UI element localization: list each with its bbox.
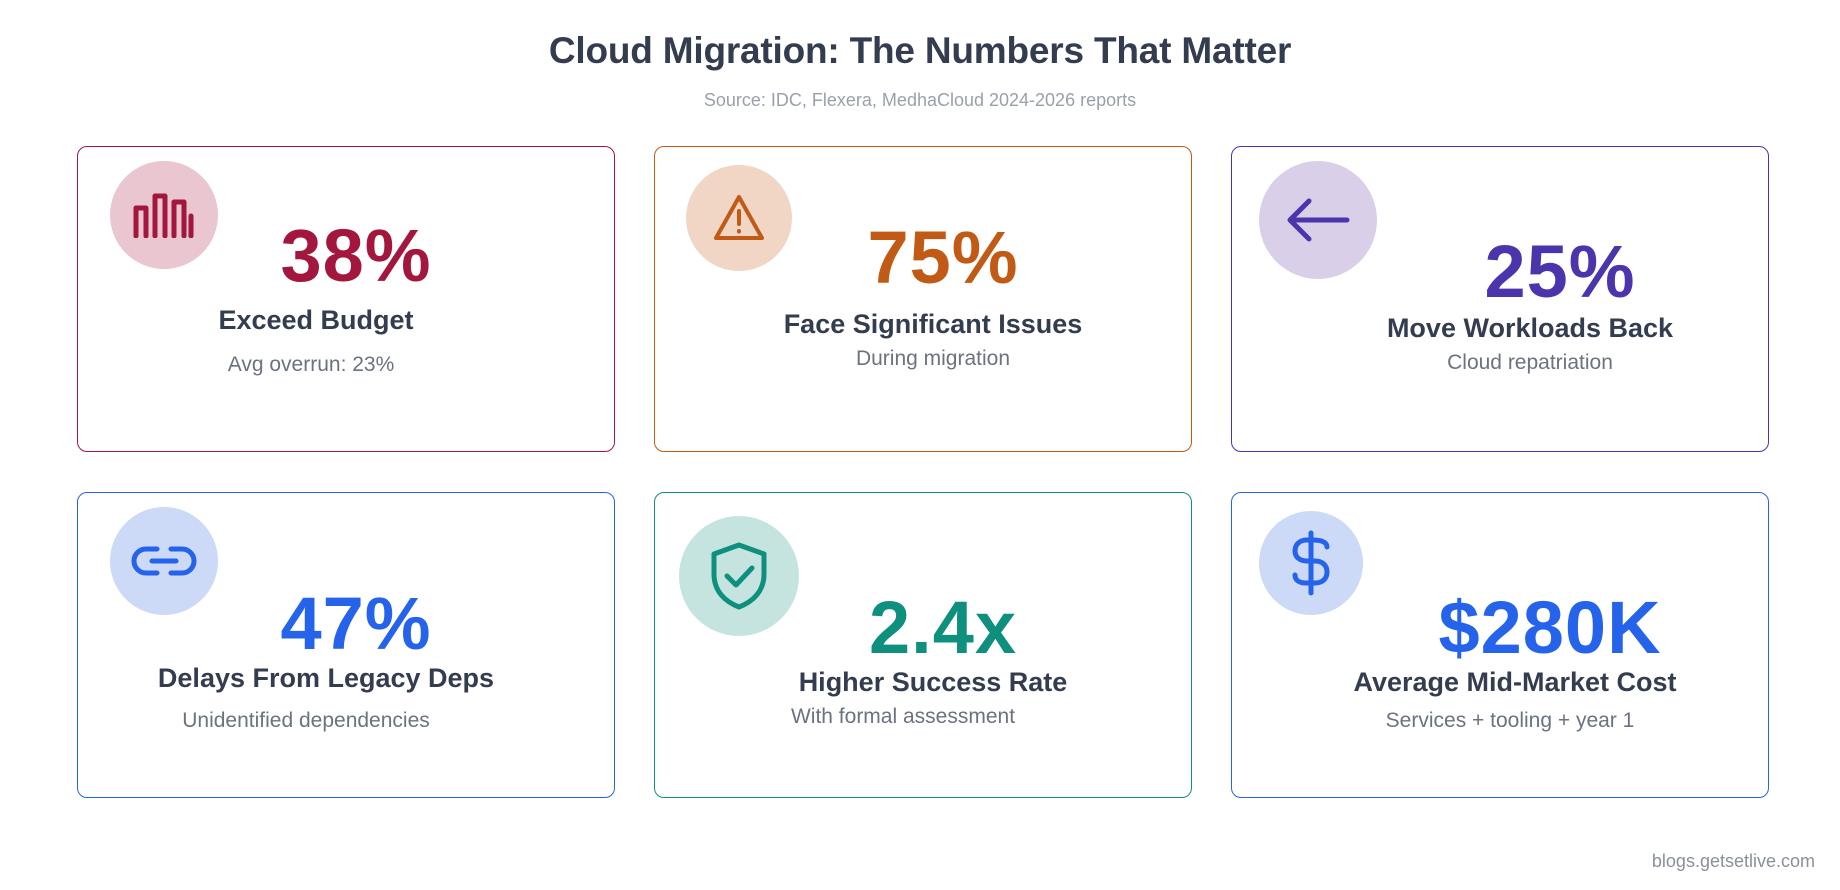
stat-label: Higher Success Rate	[798, 667, 1068, 697]
stat-card-exceed-budget: 38% Exceed Budget Avg overrun: 23%	[77, 146, 615, 452]
dollar-icon	[1259, 511, 1363, 615]
stat-label: Average Mid-Market Cost	[1353, 667, 1677, 697]
footer-url: blogs.getsetlive.com	[1651, 851, 1815, 871]
stat-description: Unidentified dependencies	[182, 709, 430, 732]
stat-label: Move Workloads Back	[1386, 313, 1674, 343]
page-title: Cloud Migration: The Numbers That Matter	[548, 30, 1292, 71]
warning-icon	[686, 165, 792, 271]
stat-description: Services + tooling + year 1	[1385, 709, 1635, 732]
stat-label: Exceed Budget	[218, 305, 414, 335]
bar-chart-icon	[110, 161, 218, 269]
stat-card-significant-issues: 75% Face Significant Issues During migra…	[654, 146, 1192, 452]
stat-description: With formal assessment	[790, 705, 1016, 728]
stat-description: Avg overrun: 23%	[227, 353, 395, 376]
source-caption: Source: IDC, Flexera, MedhaCloud 2024-20…	[703, 90, 1137, 110]
stat-value: 25%	[1484, 230, 1636, 313]
stat-value: 75%	[867, 216, 1019, 299]
stat-value: 2.4x	[868, 586, 1018, 669]
stat-value: $280K	[1438, 586, 1662, 669]
stat-card-move-workloads-back: 25% Move Workloads Back Cloud repatriati…	[1231, 146, 1769, 452]
stat-label: Face Significant Issues	[783, 309, 1083, 339]
shield-check-icon	[679, 516, 799, 636]
link-icon	[110, 507, 218, 615]
stat-description: During migration	[855, 347, 1011, 370]
stat-card-legacy-delays: 47% Delays From Legacy Deps Unidentified…	[77, 492, 615, 798]
stat-card-mid-market-cost: $280K Average Mid-Market Cost Services +…	[1231, 492, 1769, 798]
stat-description: Cloud repatriation	[1447, 351, 1613, 374]
stat-card-success-rate: 2.4x Higher Success Rate With formal ass…	[654, 492, 1192, 798]
stat-value: 47%	[280, 582, 432, 665]
arrow-left-icon	[1259, 161, 1377, 279]
stat-label: Delays From Legacy Deps	[157, 663, 495, 693]
stat-value: 38%	[280, 214, 432, 297]
